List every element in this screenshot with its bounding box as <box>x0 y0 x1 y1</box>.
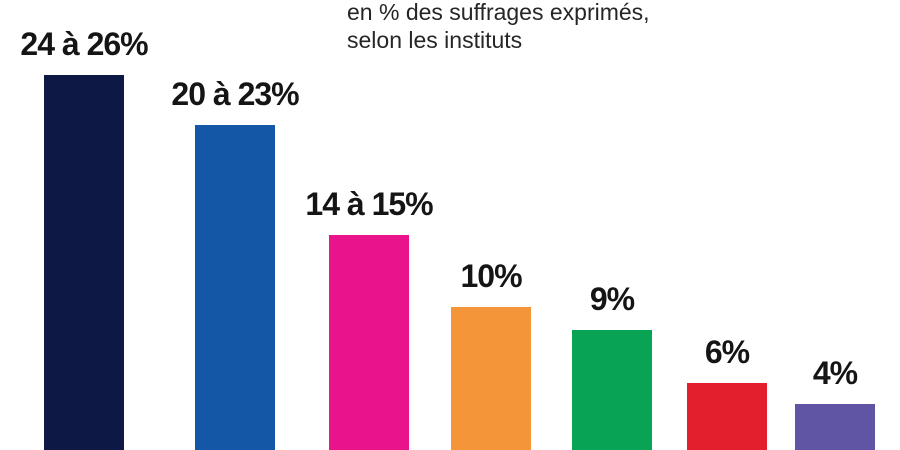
bar-value-label-5: 9% <box>589 281 635 317</box>
bar-6 <box>687 383 767 450</box>
bar-3 <box>329 235 409 450</box>
bar-5 <box>572 330 652 450</box>
chart-subtitle: en % des suffrages exprimés, selon les i… <box>347 0 650 54</box>
bar-1 <box>44 75 124 450</box>
bar-value-label-4: 10% <box>460 258 522 294</box>
bar-value-label-6: 6% <box>704 334 750 370</box>
bar-7 <box>795 404 875 450</box>
chart-subtitle-line1: en % des suffrages exprimés, <box>347 0 650 25</box>
bar-2 <box>195 125 275 450</box>
bar-4 <box>451 307 531 450</box>
bar-value-label-2: 20 à 23% <box>171 76 299 112</box>
chart-subtitle-line2: selon les instituts <box>347 27 523 53</box>
bar-value-label-1: 24 à 26% <box>20 26 148 62</box>
bar-value-label-3: 14 à 15% <box>305 186 433 222</box>
bar-value-label-7: 4% <box>812 355 858 391</box>
